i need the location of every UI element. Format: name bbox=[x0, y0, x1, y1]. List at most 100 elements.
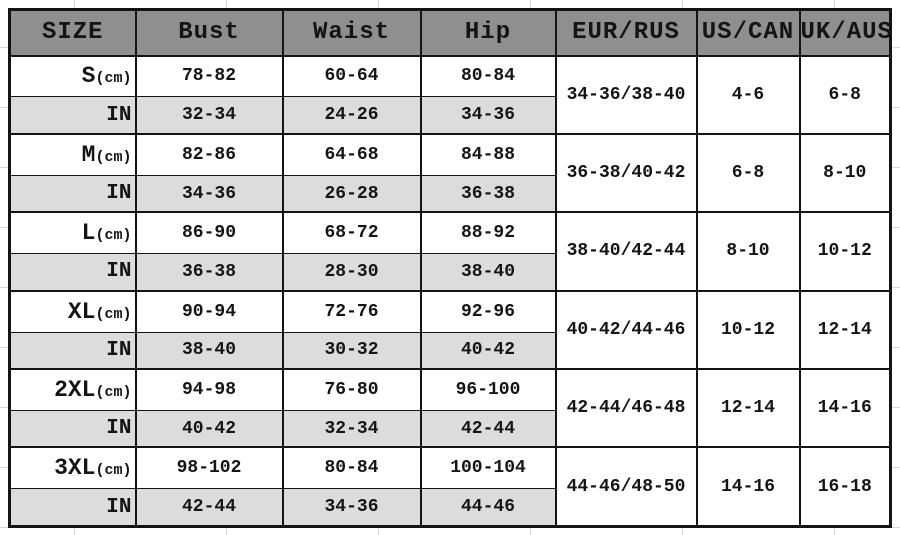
bust-cm-value: 90-94 bbox=[134, 289, 284, 333]
in-label: IN bbox=[8, 253, 137, 292]
hip-in-value: 36-38 bbox=[419, 174, 557, 214]
row-xl-cm: XL(cm) 90-94 72-76 92-96 40-42/44-46 10-… bbox=[8, 289, 892, 370]
waist-in-value: 32-34 bbox=[281, 409, 422, 449]
waist-in-value: 30-32 bbox=[281, 331, 422, 370]
waist-cm-value: 80-84 bbox=[281, 446, 422, 490]
size-chart-table: SIZE Bust Waist Hip EUR/RUS US/CAN UK/AU… bbox=[8, 8, 892, 528]
header-us-can: US/CAN bbox=[695, 8, 801, 57]
eur-rus-value: 44-46/48-50 bbox=[554, 446, 698, 528]
hip-cm-value: 84-88 bbox=[419, 132, 557, 176]
cm-suffix: (cm) bbox=[95, 305, 132, 323]
us-can-value: 14-16 bbox=[695, 446, 801, 528]
hip-in-value: 34-36 bbox=[419, 96, 557, 135]
waist-cm-value: 68-72 bbox=[281, 211, 422, 255]
eur-rus-value: 40-42/44-46 bbox=[554, 289, 698, 370]
bust-cm-value: 86-90 bbox=[134, 211, 284, 255]
bust-in-value: 42-44 bbox=[134, 488, 284, 528]
uk-aus-value: 10-12 bbox=[798, 211, 892, 292]
uk-aus-value: 16-18 bbox=[798, 446, 892, 528]
header-eur-rus: EUR/RUS bbox=[554, 8, 698, 57]
in-label: IN bbox=[8, 331, 137, 370]
size-name: M bbox=[81, 141, 96, 168]
cm-suffix: (cm) bbox=[95, 462, 132, 480]
hip-in-value: 42-44 bbox=[419, 409, 557, 449]
hip-in-value: 40-42 bbox=[419, 331, 557, 370]
waist-in-value: 34-36 bbox=[281, 488, 422, 528]
bust-in-value: 40-42 bbox=[134, 409, 284, 449]
in-label: IN bbox=[8, 409, 137, 449]
bust-cm-value: 94-98 bbox=[134, 367, 284, 411]
hip-cm-value: 88-92 bbox=[419, 211, 557, 255]
row-2xl-in: IN 40-42 32-34 42-44 bbox=[8, 409, 891, 449]
waist-in-value: 26-28 bbox=[281, 174, 422, 214]
hip-cm-value: 100-104 bbox=[419, 446, 557, 490]
eur-rus-value: 42-44/46-48 bbox=[554, 367, 698, 449]
eur-rus-value: 38-40/42-44 bbox=[554, 211, 698, 292]
size-name: XL bbox=[67, 298, 96, 325]
header-bust: Bust bbox=[134, 8, 284, 57]
cm-suffix: (cm) bbox=[95, 227, 132, 245]
size-label: 3XL(cm) bbox=[8, 446, 137, 490]
row-m-cm: M(cm) 82-86 64-68 84-88 36-38/40-42 6-8 … bbox=[8, 132, 892, 214]
in-label: IN bbox=[8, 174, 137, 214]
in-label: IN bbox=[8, 96, 137, 135]
eur-rus-value: 36-38/40-42 bbox=[554, 132, 698, 214]
cm-suffix: (cm) bbox=[95, 383, 132, 401]
uk-aus-value: 6-8 bbox=[798, 54, 892, 135]
us-can-value: 8-10 bbox=[695, 211, 801, 292]
uk-aus-value: 12-14 bbox=[798, 289, 892, 370]
bust-cm-value: 98-102 bbox=[134, 446, 284, 490]
us-can-value: 10-12 bbox=[695, 289, 801, 370]
waist-cm-value: 76-80 bbox=[281, 367, 422, 411]
hip-in-value: 44-46 bbox=[419, 488, 557, 528]
size-label: 2XL(cm) bbox=[8, 367, 137, 411]
waist-cm-value: 72-76 bbox=[281, 289, 422, 333]
waist-in-value: 28-30 bbox=[281, 253, 422, 292]
row-2xl-cm: 2XL(cm) 94-98 76-80 96-100 42-44/46-48 1… bbox=[8, 367, 892, 449]
row-3xl-in: IN 42-44 34-36 44-46 bbox=[8, 488, 891, 528]
cm-suffix: (cm) bbox=[95, 148, 132, 166]
us-can-value: 12-14 bbox=[695, 367, 801, 449]
us-can-value: 6-8 bbox=[695, 132, 801, 214]
row-s-in: IN 32-34 24-26 34-36 bbox=[8, 96, 891, 135]
waist-cm-value: 60-64 bbox=[281, 54, 422, 98]
hip-cm-value: 80-84 bbox=[419, 54, 557, 98]
bust-cm-value: 82-86 bbox=[134, 132, 284, 176]
bust-cm-value: 78-82 bbox=[134, 54, 284, 98]
uk-aus-value: 8-10 bbox=[798, 132, 892, 214]
size-label: M(cm) bbox=[8, 132, 137, 176]
header-hip: Hip bbox=[419, 8, 557, 57]
bust-in-value: 32-34 bbox=[134, 96, 284, 135]
hip-in-value: 38-40 bbox=[419, 253, 557, 292]
header-uk-aus: UK/AUS bbox=[798, 8, 892, 57]
bust-in-value: 34-36 bbox=[134, 174, 284, 214]
waist-cm-value: 64-68 bbox=[281, 132, 422, 176]
size-name: L bbox=[81, 220, 96, 247]
waist-in-value: 24-26 bbox=[281, 96, 422, 135]
header-size: SIZE bbox=[8, 8, 137, 57]
row-3xl-cm: 3XL(cm) 98-102 80-84 100-104 44-46/48-50… bbox=[8, 446, 892, 528]
hip-cm-value: 92-96 bbox=[419, 289, 557, 333]
bust-in-value: 38-40 bbox=[134, 331, 284, 370]
size-name: S bbox=[81, 63, 96, 90]
row-l-in: IN 36-38 28-30 38-40 bbox=[8, 253, 891, 292]
eur-rus-value: 34-36/38-40 bbox=[554, 54, 698, 135]
size-name: 2XL bbox=[54, 376, 96, 403]
size-label: S(cm) bbox=[8, 54, 137, 98]
row-s-cm: S(cm) 78-82 60-64 80-84 34-36/38-40 4-6 … bbox=[8, 54, 892, 135]
cm-suffix: (cm) bbox=[95, 70, 132, 88]
header-row: SIZE Bust Waist Hip EUR/RUS US/CAN UK/AU… bbox=[8, 8, 892, 57]
us-can-value: 4-6 bbox=[695, 54, 801, 135]
hip-cm-value: 96-100 bbox=[419, 367, 557, 411]
bust-in-value: 36-38 bbox=[134, 253, 284, 292]
row-xl-in: IN 38-40 30-32 40-42 bbox=[8, 331, 891, 370]
size-label: XL(cm) bbox=[8, 289, 137, 333]
header-waist: Waist bbox=[281, 8, 422, 57]
in-label: IN bbox=[8, 488, 137, 528]
size-name: 3XL bbox=[54, 455, 96, 482]
size-label: L(cm) bbox=[8, 211, 137, 255]
row-l-cm: L(cm) 86-90 68-72 88-92 38-40/42-44 8-10… bbox=[8, 211, 892, 292]
row-m-in: IN 34-36 26-28 36-38 bbox=[8, 174, 891, 214]
uk-aus-value: 14-16 bbox=[798, 367, 892, 449]
